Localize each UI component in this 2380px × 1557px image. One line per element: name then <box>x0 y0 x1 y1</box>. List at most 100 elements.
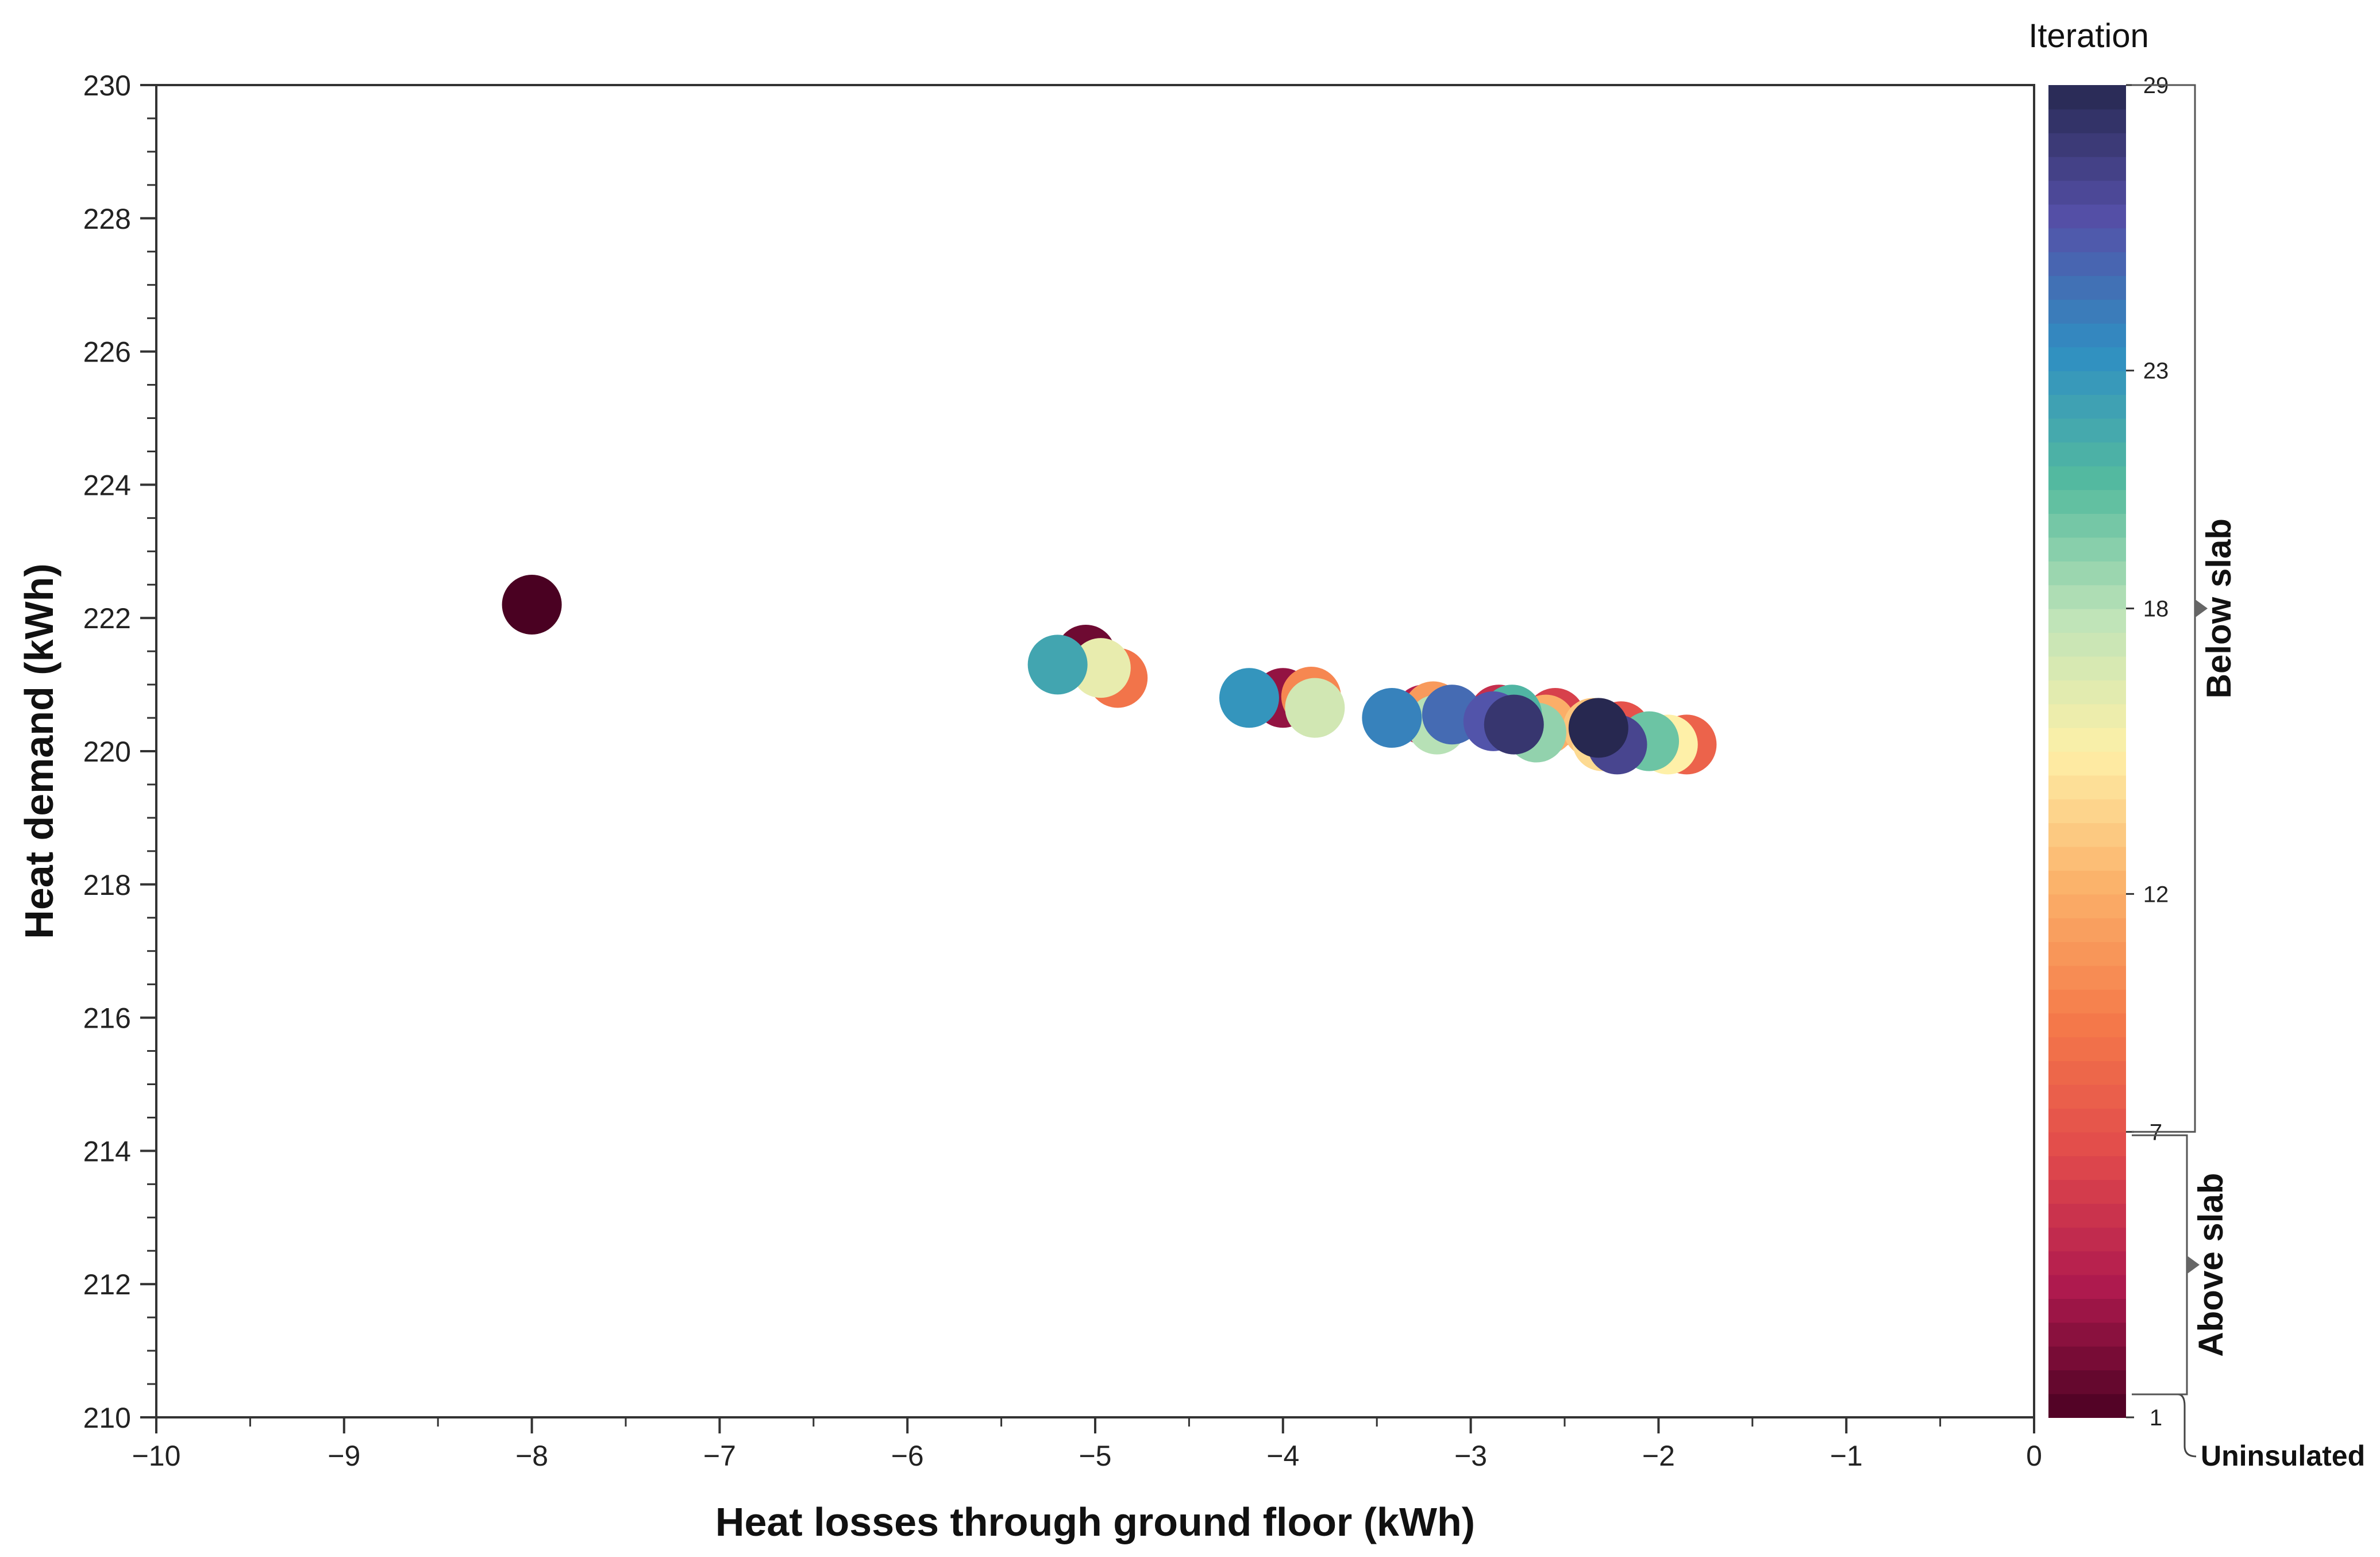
colorbar-tick-label: 1 <box>2150 1405 2162 1431</box>
colorbar-band <box>2048 727 2126 752</box>
colorbar-band <box>2048 466 2126 490</box>
colorbar-tick-label: 12 <box>2143 882 2169 907</box>
colorbar-band <box>2048 203 2126 229</box>
colorbar-band <box>2048 656 2126 681</box>
x-tick-label: −2 <box>1642 1440 1675 1472</box>
colorbar-band <box>2048 679 2126 705</box>
colorbar-band <box>2048 228 2126 252</box>
colorbar-band <box>2048 585 2126 609</box>
colorbar-band <box>2048 1060 2126 1085</box>
data-point <box>502 575 562 635</box>
colorbar-band <box>2048 894 2126 918</box>
colorbar-band <box>2048 322 2126 348</box>
colorbar-band <box>2048 418 2126 443</box>
colorbar-band <box>2048 1274 2126 1300</box>
colorbar-band <box>2048 1345 2126 1371</box>
colorbar-band <box>2048 1251 2126 1275</box>
colorbar-band <box>2048 489 2126 514</box>
data-points <box>502 575 1717 775</box>
colorbar-band <box>2048 275 2126 300</box>
y-tick-label: 230 <box>83 70 131 102</box>
y-tick-label: 210 <box>83 1402 131 1434</box>
y-tick-label: 218 <box>83 869 131 901</box>
x-axis: −10 −9 −8 −7 −6 −5 −4 −3 −2 −1 0 <box>132 1417 2042 1472</box>
x-tick-label: −10 <box>132 1440 181 1472</box>
colorbar-bands <box>2048 85 2126 1418</box>
colorbar-band <box>2048 513 2126 538</box>
colorbar-band <box>2048 394 2126 419</box>
colorbar-band <box>2048 1179 2126 1204</box>
group-label-above-slab: Above slab <box>2192 1173 2230 1357</box>
group-brackets: Uninsulated Above slab Below slab <box>2132 84 2365 1472</box>
colorbar-title: Iteration <box>2028 17 2149 55</box>
colorbar-band <box>2048 370 2126 395</box>
y-tick-label: 224 <box>83 469 131 501</box>
colorbar-band <box>2048 156 2126 181</box>
colorbar-band <box>2048 347 2126 371</box>
colorbar-band <box>2048 1155 2126 1181</box>
colorbar-band <box>2048 870 2126 895</box>
colorbar-band <box>2048 703 2126 728</box>
y-tick-label: 228 <box>83 203 131 235</box>
y-tick-label: 220 <box>83 736 131 768</box>
x-axis-title: Heat losses through ground floor (kWh) <box>715 1500 1475 1544</box>
colorbar-band <box>2048 798 2126 824</box>
colorbar-band <box>2048 1370 2126 1394</box>
colorbar-band <box>2048 775 2126 799</box>
x-tick-label: 0 <box>2026 1440 2042 1472</box>
x-tick-label: −3 <box>1454 1440 1487 1472</box>
colorbar-band <box>2048 917 2126 943</box>
colorbar-band <box>2048 751 2126 776</box>
x-tick-label: −1 <box>1830 1440 1863 1472</box>
y-tick-label: 222 <box>83 602 131 635</box>
colorbar-band <box>2048 441 2126 467</box>
x-tick-label: −4 <box>1266 1440 1299 1472</box>
colorbar-band <box>2048 1227 2126 1252</box>
x-tick-label: −9 <box>328 1440 360 1472</box>
colorbar-band <box>2048 941 2126 966</box>
colorbar-band <box>2048 251 2126 276</box>
colorbar-band <box>2048 1322 2126 1347</box>
colorbar-band <box>2048 632 2126 657</box>
colorbar-band <box>2048 299 2126 324</box>
colorbar-band <box>2048 1203 2126 1228</box>
x-tick-label: −6 <box>891 1440 924 1472</box>
data-point <box>1285 678 1345 738</box>
x-tick-label: −8 <box>515 1440 548 1472</box>
colorbar-band <box>2048 1298 2126 1323</box>
colorbar-tick-label: 23 <box>2143 359 2169 384</box>
data-point <box>1568 698 1628 758</box>
x-tick-label: −5 <box>1079 1440 1111 1472</box>
colorbar-tick-label: 18 <box>2143 597 2169 622</box>
colorbar-band <box>2048 1036 2126 1062</box>
colorbar-band <box>2048 989 2126 1014</box>
data-point <box>1484 694 1544 755</box>
colorbar-band <box>2048 537 2126 562</box>
colorbar-band <box>2048 1108 2126 1133</box>
group-label-below-slab: Below slab <box>2200 518 2238 698</box>
y-tick-label: 212 <box>83 1268 131 1301</box>
colorbar-band <box>2048 180 2126 205</box>
data-point <box>1027 635 1088 695</box>
group-bracket-pointer <box>2187 1255 2200 1274</box>
colorbar-band <box>2048 109 2126 133</box>
colorbar-band <box>2048 1132 2126 1156</box>
colorbar-band <box>2048 1393 2126 1418</box>
colorbar-band <box>2048 560 2126 586</box>
colorbar-band <box>2048 1084 2126 1109</box>
x-tick-label: −7 <box>703 1440 736 1472</box>
data-point <box>1219 668 1279 728</box>
colorbar-band <box>2048 822 2126 847</box>
group-bracket-pointer <box>2195 599 2208 618</box>
colorbar-band <box>2048 846 2126 871</box>
y-tick-label: 214 <box>83 1135 131 1167</box>
group-label-uninsulated: Uninsulated <box>2201 1440 2365 1472</box>
y-axis-title: Heat demand (kWh) <box>17 563 61 939</box>
y-tick-label: 216 <box>83 1002 131 1035</box>
data-point <box>1070 638 1131 698</box>
colorbar-band <box>2048 608 2126 633</box>
y-axis: 210 212 214 216 218 220 222 224 226 228 230 <box>83 70 156 1434</box>
colorbar-band <box>2048 132 2126 157</box>
